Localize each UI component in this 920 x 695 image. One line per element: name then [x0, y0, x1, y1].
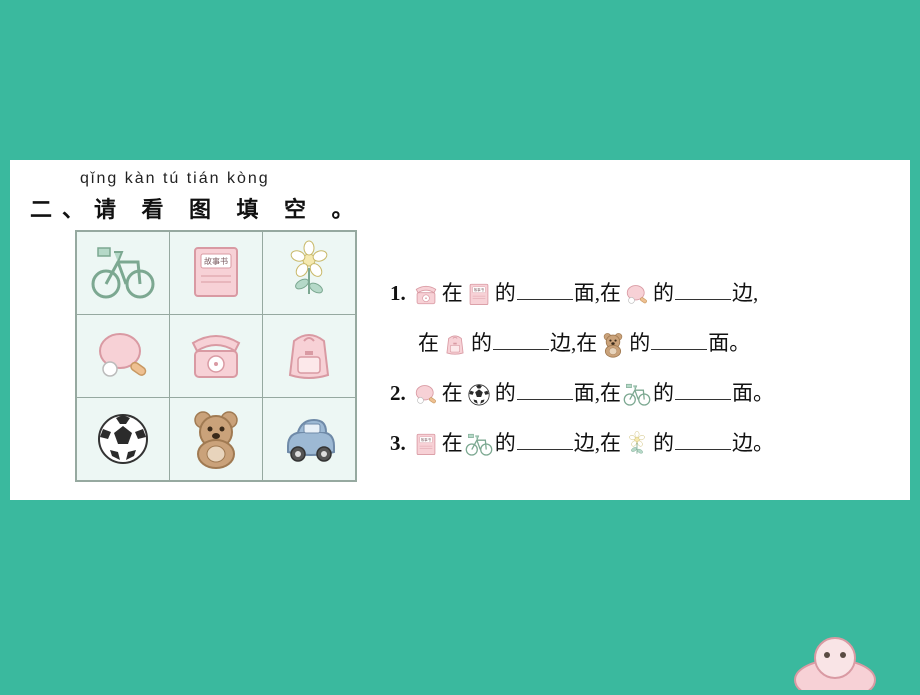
soccer-icon	[88, 404, 158, 470]
grid-cell-backpack	[263, 315, 357, 398]
fill-blank[interactable]	[675, 379, 731, 400]
fill-blank[interactable]	[675, 429, 731, 450]
fill-blank[interactable]	[517, 379, 573, 400]
bear-icon	[598, 328, 628, 356]
grid-cell-bicycle	[76, 231, 170, 315]
question-text: 的	[495, 431, 516, 455]
question-text: 在	[442, 381, 463, 405]
backpack-icon	[274, 321, 344, 387]
question-text: 在	[442, 431, 463, 455]
question-text: 面,在	[574, 381, 621, 405]
question-number: 1.	[390, 281, 406, 305]
corner-decoration-icon	[780, 630, 890, 690]
telephone-icon	[411, 278, 441, 306]
heading-text: 二、请 看 图 填 空 。	[30, 192, 364, 224]
picture-grid: 故事书	[75, 230, 357, 482]
question-text: 的	[495, 381, 516, 405]
fill-blank[interactable]	[651, 329, 707, 350]
book-icon: 故事书	[411, 428, 441, 456]
worksheet-sheet: qǐng kàn tú tián kòng 二、请 看 图 填 空 。 故事书 …	[10, 160, 910, 500]
questions-block: 1.在故事书的面,在的边,在的边,在的面。2.在的面,在的面。3.故事书在的边,…	[390, 270, 920, 470]
question-text: 的	[495, 281, 516, 305]
fill-blank[interactable]	[517, 279, 573, 300]
question-text: 边。	[732, 431, 774, 455]
fill-blank[interactable]	[517, 429, 573, 450]
question-text: 的	[471, 331, 492, 355]
question-text: 边,在	[574, 431, 621, 455]
paddle-icon	[411, 378, 441, 406]
book-icon: 故事书	[181, 238, 251, 304]
question-text: 的	[653, 281, 674, 305]
grid-cell-soccer	[76, 398, 170, 482]
question-number: 2.	[390, 381, 406, 405]
paddle-icon	[622, 278, 652, 306]
question-line: 1. 在 故事书 的 面,在 的 边,	[390, 270, 920, 316]
question-text: 面。	[708, 331, 750, 355]
book-icon: 故事书	[464, 278, 494, 306]
question-text: 边,	[732, 281, 758, 305]
fill-blank[interactable]	[675, 279, 731, 300]
question-text: 面。	[732, 381, 774, 405]
paddle-icon	[88, 321, 158, 387]
grid-cell-paddle	[76, 315, 170, 398]
question-text: 面,在	[574, 281, 621, 305]
flower-icon	[274, 238, 344, 304]
fill-blank[interactable]	[493, 329, 549, 350]
question-line-cont: 在 的 边,在 的 面。	[390, 320, 920, 366]
bear-icon	[181, 404, 251, 470]
heading-pinyin: qǐng kàn tú tián kòng	[80, 170, 270, 188]
grid-cell-telephone	[170, 315, 263, 398]
svg-text:故事书: 故事书	[421, 437, 432, 442]
question-text: 的	[653, 381, 674, 405]
telephone-icon	[181, 321, 251, 387]
flower-icon	[622, 428, 652, 456]
question-text: 的	[629, 331, 650, 355]
question-text: 边,在	[550, 331, 597, 355]
question-text: 在	[442, 281, 463, 305]
question-text: 在	[418, 331, 439, 355]
question-text: 的	[653, 431, 674, 455]
bicycle-icon	[464, 428, 494, 456]
bicycle-icon	[88, 238, 158, 304]
grid-cell-bear	[170, 398, 263, 482]
bicycle-icon	[622, 378, 652, 406]
grid-cell-flower	[263, 231, 357, 315]
car-icon	[274, 404, 344, 470]
soccer-icon	[464, 378, 494, 406]
svg-text:故事书: 故事书	[204, 256, 228, 266]
question-line: 2. 在 的 面,在 的 面。	[390, 370, 920, 416]
question-line: 3. 故事书 在 的 边,在 的 边。	[390, 420, 920, 466]
grid-cell-car	[263, 398, 357, 482]
svg-text:故事书: 故事书	[474, 287, 485, 292]
grid-cell-book: 故事书	[170, 231, 263, 315]
backpack-icon	[440, 328, 470, 356]
question-number: 3.	[390, 431, 406, 455]
